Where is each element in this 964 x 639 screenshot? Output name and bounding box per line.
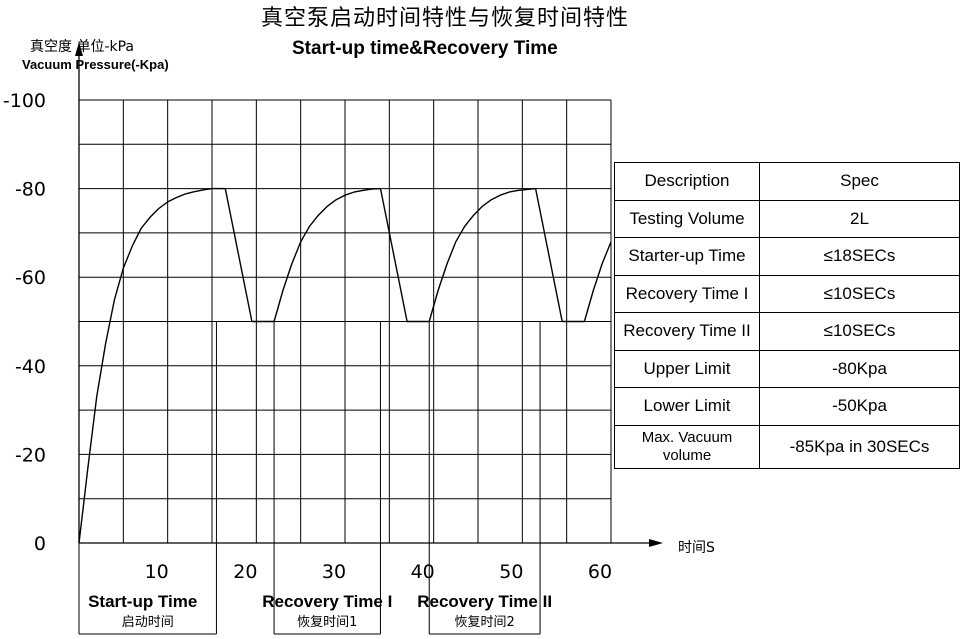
- spec-description: Testing Volume: [614, 199, 760, 238]
- spec-value: 2L: [759, 199, 960, 238]
- x-axis-label: 时间S: [678, 540, 715, 556]
- phase-label-en: Recovery Time I: [262, 592, 392, 611]
- spec-description: Lower Limit: [614, 387, 760, 426]
- phase-bracket: Start-up Time 启动时间: [78, 321, 217, 635]
- spec-description: Recovery Time II: [614, 312, 760, 351]
- y-axis-arrow: [75, 42, 83, 56]
- phase-label-en: Start-up Time: [88, 592, 197, 611]
- spec-description: Upper Limit: [614, 349, 760, 388]
- y-axis-label-cn: 真空度 单位-kPa: [30, 39, 135, 55]
- phase-bracket: Recovery Time II 恢复时间2: [417, 321, 552, 635]
- x-axis-arrow: [649, 539, 663, 547]
- spec-row: Max. Vacuum volume -85Kpa in 30SECs: [614, 424, 960, 469]
- phase-label-cn: 恢复时间1: [297, 615, 357, 630]
- x-tick-label: 30: [322, 561, 346, 583]
- spec-row: Lower Limit -50Kpa: [614, 387, 960, 426]
- x-tick-label: 40: [411, 561, 435, 583]
- spec-value: ≤10SECs: [759, 312, 960, 351]
- spec-header-description: Description: [614, 162, 760, 201]
- y-tick-label: -20: [15, 444, 46, 466]
- spec-value: -85Kpa in 30SECs: [759, 424, 960, 469]
- phase-label-cn: 启动时间: [122, 615, 174, 630]
- x-tick-label: 50: [499, 561, 523, 583]
- x-tick-label: 60: [588, 561, 612, 583]
- y-tick-label: -60: [15, 267, 46, 289]
- chart-title-en: Start-up time&Recovery Time: [292, 38, 558, 59]
- phase-label-en: Recovery Time II: [417, 592, 552, 611]
- spec-row: Testing Volume 2L: [614, 199, 960, 238]
- spec-row: Recovery Time II ≤10SECs: [614, 312, 960, 351]
- spec-header-spec: Spec: [759, 162, 960, 201]
- spec-row: Starter-up Time ≤18SECs: [614, 237, 960, 276]
- spec-description: Recovery Time I: [614, 274, 760, 313]
- y-tick-label: -80: [15, 179, 46, 201]
- x-tick-labels: 10 20 30 40 50 60: [145, 561, 613, 583]
- y-axis-label-en: Vacuum Pressure(-Kpa): [22, 57, 169, 72]
- spec-description: Max. Vacuum volume: [614, 424, 760, 469]
- spec-description: Starter-up Time: [614, 237, 760, 276]
- x-tick-label: 20: [233, 561, 257, 583]
- axes: [75, 42, 663, 547]
- spec-value: ≤18SECs: [759, 237, 960, 276]
- chart-title-cn: 真空泵启动时间特性与恢复时间特性: [260, 6, 629, 31]
- y-tick-label: 0: [34, 533, 46, 555]
- spec-table: Description Spec Testing Volume 2L Start…: [614, 162, 960, 469]
- y-tick-label: -40: [15, 356, 46, 378]
- y-tick-label: -100: [3, 90, 46, 112]
- phase-label-cn: 恢复时间2: [455, 615, 515, 630]
- grid-lines: [79, 99, 612, 543]
- spec-value: -50Kpa: [759, 387, 960, 426]
- spec-row: Upper Limit -80Kpa: [614, 349, 960, 388]
- spec-value: -80Kpa: [759, 349, 960, 388]
- y-tick-labels: 0 -20 -40 -60 -80 -100: [3, 90, 46, 555]
- x-tick-label: 10: [145, 561, 169, 583]
- series-line: [78, 187, 612, 544]
- spec-table-header-row: Description Spec: [614, 162, 960, 201]
- spec-row: Recovery Time I ≤10SECs: [614, 274, 960, 313]
- spec-value: ≤10SECs: [759, 274, 960, 313]
- phase-bracket: Recovery Time I 恢复时间1: [262, 321, 392, 635]
- series-group: [78, 187, 612, 544]
